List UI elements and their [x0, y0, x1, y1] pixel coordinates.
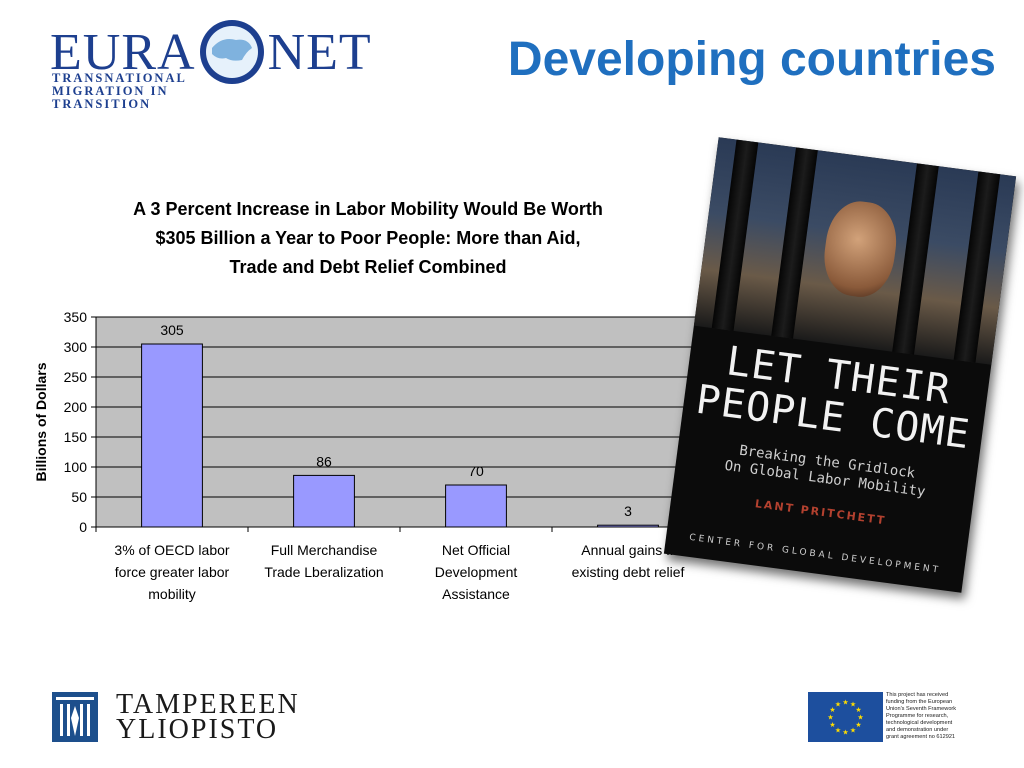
bar: [141, 343, 203, 528]
data-label: 70: [468, 463, 484, 479]
logo-subtitle-line: TRANSNATIONAL: [52, 71, 187, 85]
logo-text-left: EURA: [50, 23, 196, 81]
university-emblem-icon: [52, 692, 98, 742]
chart-title: A 3 Percent Increase in Labor Mobility W…: [68, 195, 668, 282]
eu-star-icon: ★: [829, 721, 835, 729]
logo-subtitle-line: TRANSITION: [52, 97, 152, 111]
book-cover: LET THEIR PEOPLE COME Breaking the Gridl…: [663, 137, 1017, 593]
data-label: 305: [160, 322, 184, 338]
bar: [597, 524, 659, 528]
eu-note-line: and demonstration under: [886, 727, 949, 733]
y-axis-label: Billions of Dollars: [33, 362, 49, 481]
y-tick-label: 150: [64, 429, 88, 445]
eu-note-line: This project has received: [886, 692, 949, 698]
eu-note-line: Programme for research,: [886, 713, 949, 719]
university-name: TAMPEREEN YLIOPISTO: [116, 689, 300, 745]
chart-title-line: A 3 Percent Increase in Labor Mobility W…: [133, 199, 603, 219]
eu-note-line: grant agreement no 612921: [886, 734, 956, 740]
prison-bar: [771, 147, 818, 339]
eu-star-icon: ★: [857, 714, 863, 722]
y-tick-label: 250: [64, 369, 88, 385]
eu-star-icon: ★: [842, 729, 848, 737]
bar: [445, 484, 507, 528]
eu-flag-icon: ★★★★★★★★★ ★ ★★: [808, 692, 883, 742]
logo-text-right: NET: [267, 23, 372, 81]
eu-note-line: technological development: [886, 720, 953, 726]
eu-star-icon: ★: [855, 706, 861, 714]
eu-star-icon: ★: [829, 706, 835, 714]
eu-star-icon: ★: [850, 701, 856, 709]
y-tick-label: 0: [79, 519, 87, 535]
globe-icon: [199, 20, 264, 85]
prison-bar: [711, 139, 759, 331]
eu-note-line: Union's Seventh Framework: [886, 706, 957, 712]
eu-star-icon: ★: [827, 714, 833, 722]
y-tick-label: 200: [64, 399, 88, 415]
book-cover-photo: [693, 137, 1017, 365]
prison-bar: [892, 163, 939, 355]
university-name-line: YLIOPISTO: [116, 714, 279, 745]
chart-title-line: Trade and Debt Relief Combined: [229, 257, 507, 277]
x-tick-label: Annual gains fr existing debt relief: [572, 542, 685, 580]
y-tick-label: 100: [64, 459, 88, 475]
euranet-logo: EURA NET TRANSNATIONAL MIGRATION IN TRAN…: [50, 10, 390, 120]
logo-subtitle: TRANSNATIONAL MIGRATION IN TRANSITION: [52, 72, 187, 111]
y-tick-label: 350: [64, 309, 88, 325]
bar: [293, 474, 355, 528]
y-tick-label: 300: [64, 339, 88, 355]
logo-wordmark: EURA NET: [50, 18, 372, 86]
university-name-line: TAMPEREEN: [116, 689, 300, 720]
eu-star-icon: ★: [835, 726, 841, 734]
x-tick-label: Net Official Development Assistance: [435, 542, 518, 602]
eu-note-line: funding from the European: [886, 699, 953, 705]
chart-title-line: $305 Billion a Year to Poor People: More…: [155, 228, 581, 248]
eu-star-icon: ★: [855, 721, 861, 729]
eu-funding-note: This project has received funding from t…: [886, 692, 966, 741]
person-face-image: [819, 197, 902, 301]
page-title: Developing countries: [507, 33, 996, 86]
x-tick-label: Full Merchandise Trade Lberalization: [264, 542, 383, 580]
eu-star-icon: ★: [842, 699, 848, 707]
x-tick-label: 3% of OECD labor force greater labor mobil…: [114, 542, 229, 602]
prison-bar: [953, 171, 1001, 363]
y-tick-label: 50: [71, 489, 87, 505]
bar-chart: A 3 Percent Increase in Labor Mobility W…: [28, 195, 728, 615]
logo-subtitle-line: MIGRATION IN: [52, 84, 169, 98]
data-label: 86: [316, 453, 332, 469]
eu-star-icon: ★: [835, 701, 841, 709]
chart-plot: 0 50 100 150 200 250 300 350 Billions of Dollars…: [33, 309, 705, 602]
eu-star-icon: ★: [850, 726, 856, 734]
data-label: 3: [624, 503, 632, 519]
